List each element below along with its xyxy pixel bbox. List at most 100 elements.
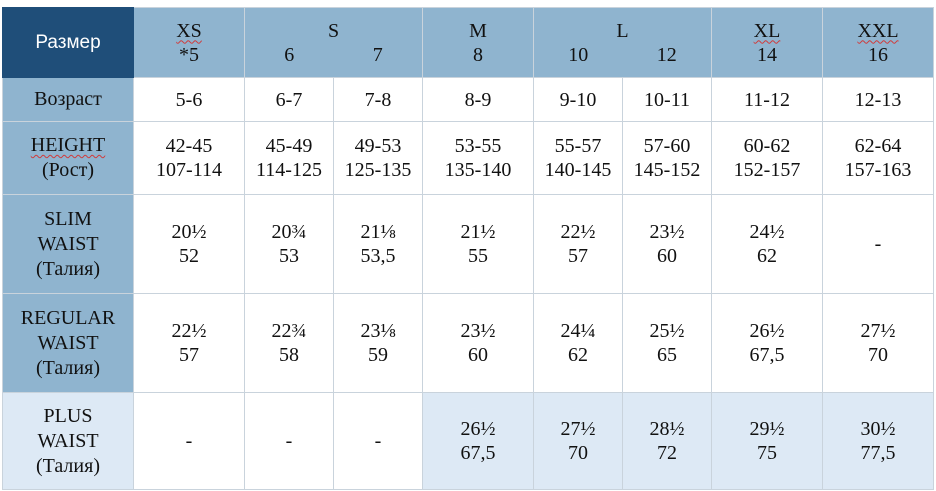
- cell-line: 59: [368, 344, 388, 366]
- size-chart-table: Размер XS *5 S 6 7 M 8 L 10 12 XL 14: [2, 7, 934, 490]
- cell-line: 60: [468, 344, 488, 366]
- header-m: M 8: [422, 7, 534, 78]
- row-label-age: Возраст: [2, 77, 134, 122]
- row-label-line: WAIST: [37, 429, 99, 452]
- cell-line: 65: [657, 344, 677, 366]
- regular-waist-row: REGULAR WAIST (Талия) 22½ 57 22¾ 58 23⅛ 59 …: [2, 293, 934, 393]
- table-cell: 20¾ 53: [244, 194, 334, 294]
- cell-line: -: [285, 430, 293, 452]
- table-cell: 62-64 157-163: [822, 121, 934, 195]
- size-number-xl: 14: [757, 43, 777, 66]
- header-xs: XS *5: [133, 7, 245, 78]
- row-label-line: PLUS: [43, 404, 93, 427]
- size-number-xs: *5: [179, 43, 199, 66]
- row-label-line: WAIST: [37, 331, 99, 354]
- cell-line: 55: [468, 245, 488, 267]
- table-cell: 29½ 75: [711, 392, 823, 490]
- cell-line: 135-140: [444, 159, 512, 181]
- cell-line: 21½: [460, 221, 496, 243]
- height-row: HEIGHT (Рост) 42-45 107-114 45-49 114-125 …: [2, 121, 934, 195]
- cell-line: 23⅛: [360, 320, 396, 342]
- size-label-xl: XL: [753, 19, 781, 42]
- cell-line: 77,5: [860, 442, 896, 464]
- cell-line: 52: [179, 245, 199, 267]
- corner-label: Размер: [2, 7, 134, 78]
- cell-line: 152-157: [733, 159, 801, 181]
- cell-line: 22½: [560, 221, 596, 243]
- cell-line: 57: [179, 344, 199, 366]
- table-cell: -: [244, 392, 334, 490]
- cell-line: 21⅛: [360, 221, 396, 243]
- cell-line: 145-152: [633, 159, 701, 181]
- size-number-m: 8: [473, 43, 483, 66]
- table-cell: 8-9: [422, 77, 534, 122]
- cell-line: -: [185, 430, 193, 452]
- cell-line: 62-64: [854, 135, 902, 157]
- table-cell: 23½ 60: [422, 293, 534, 393]
- table-cell: -: [333, 392, 423, 490]
- row-label-line: (Талия): [36, 356, 100, 379]
- cell-line: 57-60: [643, 135, 691, 157]
- table-cell: 21⅛ 53,5: [333, 194, 423, 294]
- table-cell: 22½ 57: [533, 194, 623, 294]
- row-label-line: SLIM: [44, 207, 92, 230]
- table-cell: 9-10: [533, 77, 623, 122]
- cell-line: 60: [657, 245, 677, 267]
- row-label-line: (Талия): [36, 257, 100, 280]
- cell-line: 42-45: [165, 135, 213, 157]
- table-cell: 55-57 140-145: [533, 121, 623, 195]
- cell-line: 23½: [460, 320, 496, 342]
- size-number-l-2: 12: [656, 43, 677, 66]
- size-label-xxl: XXL: [857, 19, 899, 42]
- cell-line: 140-145: [544, 159, 612, 181]
- table-cell: 5-6: [133, 77, 245, 122]
- header-s: S 6 7: [244, 7, 423, 78]
- table-cell: 27½ 70: [822, 293, 934, 393]
- header-l: L 10 12: [533, 7, 712, 78]
- cell-line: 26½: [460, 418, 496, 440]
- row-label-height: HEIGHT (Рост): [2, 121, 134, 195]
- header-row: Размер XS *5 S 6 7 M 8 L 10 12 XL 14: [2, 7, 934, 78]
- table-cell: 23½ 60: [622, 194, 712, 294]
- table-cell: 60-62 152-157: [711, 121, 823, 195]
- cell-line: 30½: [860, 418, 896, 440]
- row-label-regular-waist: REGULAR WAIST (Талия): [2, 293, 134, 393]
- cell-line: 20¾: [271, 221, 307, 243]
- cell-line: 24½: [749, 221, 785, 243]
- cell-line: 62: [568, 344, 588, 366]
- cell-line: 60-62: [743, 135, 791, 157]
- cell-line: 20½: [171, 221, 207, 243]
- cell-line: 72: [657, 442, 677, 464]
- table-cell: 7-8: [333, 77, 423, 122]
- table-cell: 21½ 55: [422, 194, 534, 294]
- row-label-slim-waist: SLIM WAIST (Талия): [2, 194, 134, 294]
- table-cell: 10-11: [622, 77, 712, 122]
- row-label-line: REGULAR: [20, 306, 116, 329]
- table-cell: 22¾ 58: [244, 293, 334, 393]
- size-number-xxl: 16: [868, 43, 888, 66]
- cell-line: 107-114: [156, 159, 222, 181]
- cell-line: 23½: [649, 221, 685, 243]
- cell-line: 28½: [649, 418, 685, 440]
- cell-line: 29½: [749, 418, 785, 440]
- cell-line: 25½: [649, 320, 685, 342]
- table-cell: 30½ 77,5: [822, 392, 934, 490]
- table-cell: 11-12: [711, 77, 823, 122]
- cell-line: 62: [757, 245, 777, 267]
- header-xl: XL 14: [711, 7, 823, 78]
- table-cell: 20½ 52: [133, 194, 245, 294]
- table-cell: 24½ 62: [711, 194, 823, 294]
- cell-line: 57: [568, 245, 588, 267]
- cell-line: 53-55: [454, 135, 502, 157]
- table-cell: 6-7: [244, 77, 334, 122]
- cell-line: 67,5: [749, 344, 785, 366]
- table-cell: -: [822, 194, 934, 294]
- size-label-m: M: [469, 19, 487, 42]
- table-cell: 22½ 57: [133, 293, 245, 393]
- table-cell: 28½ 72: [622, 392, 712, 490]
- cell-line: 55-57: [554, 135, 602, 157]
- cell-line: 45-49: [265, 135, 313, 157]
- cell-line: -: [874, 233, 882, 255]
- slim-waist-row: SLIM WAIST (Талия) 20½ 52 20¾ 53 21⅛ 53,5 2…: [2, 194, 934, 294]
- cell-line: 67,5: [460, 442, 496, 464]
